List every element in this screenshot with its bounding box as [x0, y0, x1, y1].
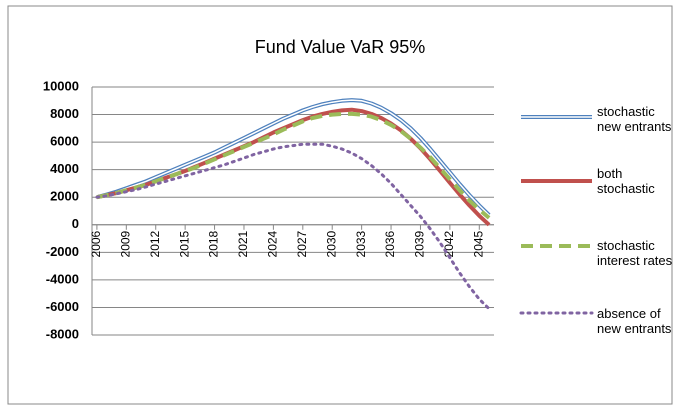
x-tick-label: 2036 — [383, 230, 397, 257]
x-tick-label: 2012 — [148, 230, 162, 257]
y-tick-label: 2000 — [50, 189, 79, 204]
legend-label: absence of new entrants — [597, 306, 672, 336]
x-tick-label: 2018 — [207, 230, 221, 257]
chart-border — [7, 5, 673, 405]
y-tick-label: -4000 — [46, 271, 79, 286]
chart-title: Fund Value VaR 95% — [255, 37, 425, 57]
y-tick-label: 6000 — [50, 134, 79, 149]
x-tick-label: 2024 — [266, 230, 280, 257]
x-tick-label: 2039 — [413, 230, 427, 257]
y-tick-label: 0 — [72, 216, 79, 231]
line-highlight — [96, 99, 490, 216]
x-tick-label: 2030 — [324, 230, 338, 257]
x-tick-label: 2045 — [471, 230, 485, 257]
x-tick-label: 2042 — [442, 230, 456, 257]
x-tick-label: 2009 — [118, 230, 132, 257]
x-tick-label: 2021 — [236, 230, 250, 257]
y-tick-label: -8000 — [46, 326, 79, 341]
y-tick-label: 4000 — [50, 161, 79, 176]
y-tick-label: 10000 — [43, 78, 79, 93]
y-tick-label: -2000 — [46, 244, 79, 259]
y-tick-label: 8000 — [50, 106, 79, 121]
series-line — [95, 142, 491, 311]
x-tick-label: 2006 — [89, 230, 103, 257]
y-tick-label: -6000 — [46, 299, 79, 314]
legend-label: stochastic new entrants — [597, 104, 672, 134]
x-tick-label: 2033 — [354, 230, 368, 257]
x-tick-label: 2027 — [295, 230, 309, 257]
x-tick-label: 2015 — [177, 230, 191, 257]
legend-label: stochastic interest rates — [597, 238, 673, 268]
legend-label: both stochastic — [597, 166, 655, 196]
series-line — [96, 111, 491, 220]
